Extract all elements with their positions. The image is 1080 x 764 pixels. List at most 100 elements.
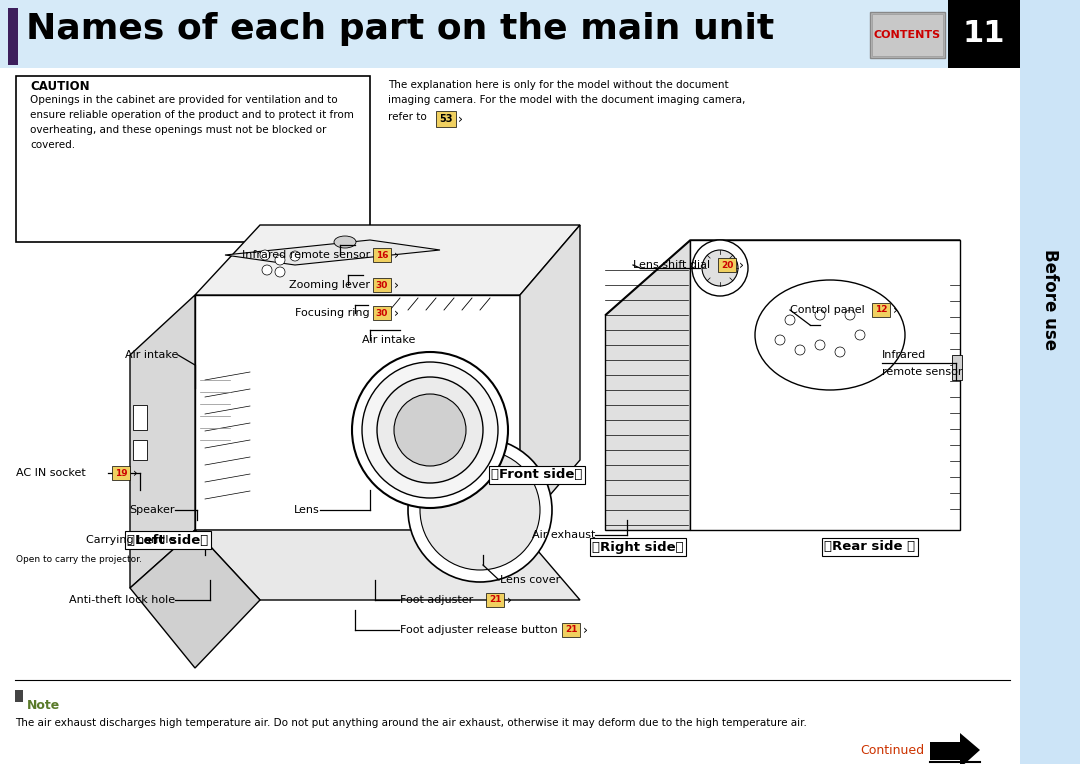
Text: remote sensor: remote sensor [882,367,962,377]
Bar [718,258,735,272]
Text: overheating, and these openings must not be blocked or: overheating, and these openings must not… [30,125,326,135]
Circle shape [394,394,465,466]
Text: CONTENTS: CONTENTS [874,30,941,40]
Bar [133,405,147,430]
Text: 19: 19 [114,468,127,478]
Text: Infrared: Infrared [882,350,927,360]
Text: Open to carry the projector.: Open to carry the projector. [16,555,141,564]
Text: ›: › [507,594,512,607]
Text: Speaker: Speaker [130,505,175,515]
Bar [373,248,391,262]
Polygon shape [195,225,580,295]
Circle shape [795,345,805,355]
Text: Before use: Before use [1041,249,1059,351]
Ellipse shape [334,236,356,248]
Bar [562,623,580,637]
Text: ›: › [458,112,463,125]
Text: The air exhaust discharges high temperature air. Do not put anything around the : The air exhaust discharges high temperat… [15,718,807,728]
Polygon shape [605,240,960,315]
Text: Lens cover: Lens cover [500,575,561,585]
Bar [373,278,391,292]
Text: ›: › [394,279,399,292]
Circle shape [291,251,300,261]
Circle shape [275,267,285,277]
Bar [1020,0,1080,764]
Polygon shape [225,240,440,265]
Text: CAUTION: CAUTION [30,80,90,93]
Circle shape [775,335,785,345]
Text: 』Rear side 『: 』Rear side 『 [824,540,916,553]
Text: 21: 21 [489,595,501,604]
Polygon shape [130,530,260,668]
Text: covered.: covered. [30,140,76,150]
Text: Foot adjuster release button: Foot adjuster release button [400,625,557,635]
Polygon shape [605,240,690,530]
Bar [112,466,130,480]
Circle shape [815,310,825,320]
Bar [15,690,23,702]
Circle shape [815,340,825,350]
Polygon shape [195,530,580,600]
Bar [133,440,147,460]
FancyBboxPatch shape [16,76,370,242]
Polygon shape [130,295,195,588]
Circle shape [408,438,552,582]
Text: Continued: Continued [860,743,924,756]
Text: Lens shift dial: Lens shift dial [633,260,711,270]
Bar [8,8,18,65]
Text: 』Right side『: 』Right side『 [592,540,684,553]
Text: Zooming lever: Zooming lever [289,280,370,290]
Text: refer to: refer to [388,112,427,122]
Bar [373,306,391,320]
Ellipse shape [755,280,905,390]
Bar [486,593,504,607]
Text: Names of each part on the main unit: Names of each part on the main unit [26,12,774,46]
Text: ›: › [739,258,744,271]
Bar [948,0,1020,68]
Text: ensure reliable operation of the product and to protect it from: ensure reliable operation of the product… [30,110,354,120]
Circle shape [785,315,795,325]
Circle shape [845,310,855,320]
Text: 11: 11 [962,20,1005,48]
Circle shape [835,347,845,357]
Text: Carrying handle: Carrying handle [85,535,175,545]
Text: 30: 30 [376,280,388,290]
Text: 30: 30 [376,309,388,318]
Text: The explanation here is only for the model without the document: The explanation here is only for the mod… [388,80,729,90]
Text: Lens: Lens [294,505,320,515]
Circle shape [420,450,540,570]
Text: 21: 21 [565,626,577,634]
Circle shape [275,255,285,265]
Circle shape [692,240,748,296]
Circle shape [377,377,483,483]
Circle shape [855,330,865,340]
Text: Control panel: Control panel [789,305,865,315]
Circle shape [352,352,508,508]
Circle shape [260,250,270,260]
Text: Openings in the cabinet are provided for ventilation and to: Openings in the cabinet are provided for… [30,95,338,105]
Text: Air intake: Air intake [362,335,415,345]
Text: Focusing ring: Focusing ring [295,308,370,318]
Text: imaging camera. For the model with the document imaging camera,: imaging camera. For the model with the d… [388,95,745,105]
Circle shape [362,362,498,498]
Text: ›: › [893,303,897,316]
Polygon shape [519,225,580,530]
Bar [436,111,456,127]
Text: 16: 16 [376,251,388,260]
Polygon shape [195,295,519,530]
Text: Foot adjuster: Foot adjuster [400,595,473,605]
Text: Infrared remote sensor: Infrared remote sensor [242,250,370,260]
Polygon shape [930,733,980,764]
Circle shape [702,250,738,286]
Text: 20: 20 [720,261,733,270]
Text: ›: › [394,248,399,261]
Bar [0,0,1020,68]
Text: Anti-theft lock hole: Anti-theft lock hole [69,595,175,605]
Text: ›: › [133,467,138,480]
Text: 53: 53 [440,114,453,124]
Text: 12: 12 [875,306,888,315]
Text: AC IN socket: AC IN socket [16,468,85,478]
Text: Air exhaust: Air exhaust [531,530,595,540]
Polygon shape [690,240,960,530]
Bar [870,12,945,58]
